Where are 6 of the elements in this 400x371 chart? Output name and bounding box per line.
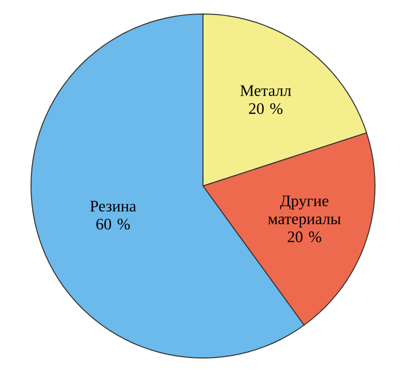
- slice-label: Другие материалы: [268, 196, 341, 228]
- data-label: 60 %: [96, 218, 130, 230]
- slice-label: Резина: [90, 200, 136, 212]
- data-label: 20 %: [249, 103, 282, 114]
- slice-label: Металл: [240, 85, 292, 96]
- data-label: 20 %: [288, 231, 322, 242]
